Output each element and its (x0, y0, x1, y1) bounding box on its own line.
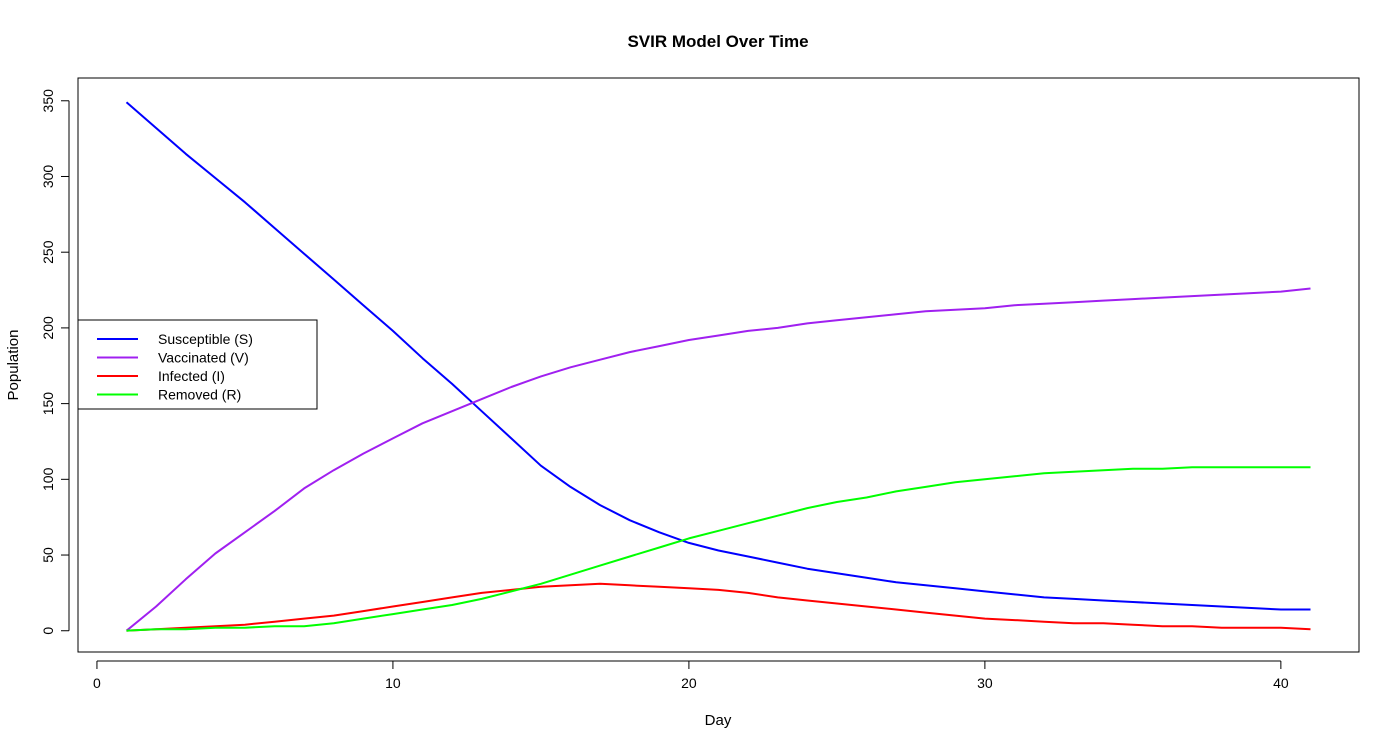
series-line-3 (126, 466, 1311, 632)
y-tick-label: 50 (40, 547, 56, 563)
series-layer (125, 101, 1311, 632)
legend: Susceptible (S) Vaccinated (V) Infected (I… (77, 319, 318, 410)
legend-label-3: Removed (R) (158, 387, 241, 403)
y-tick-label: 150 (40, 392, 56, 416)
legend-label-1: Vaccinated (V) (158, 350, 249, 366)
x-tick-label: 0 (93, 675, 101, 691)
y-tick-label: 350 (40, 89, 56, 113)
x-tick-label: 10 (385, 675, 401, 691)
series-line-2 (126, 582, 1311, 632)
chart-title: SVIR Model Over Time (627, 32, 808, 51)
x-tick-label: 20 (681, 675, 697, 691)
y-tick-label: 300 (40, 165, 56, 189)
y-tick-label: 100 (40, 467, 56, 491)
series-line-1 (125, 287, 1311, 632)
legend-label-0: Susceptible (S) (158, 331, 253, 347)
series-line-0 (125, 101, 1311, 611)
legend-label-2: Infected (I) (158, 368, 225, 384)
y-axis-label: Population (5, 330, 22, 401)
x-axis-label: Day (705, 712, 732, 729)
x-axis: 0 10 20 30 40 (93, 660, 1289, 691)
x-tick-label: 40 (1273, 675, 1289, 691)
x-tick-label: 30 (977, 675, 993, 691)
y-axis: 0 50 100 150 200 250 300 350 (40, 89, 70, 635)
y-tick-label: 0 (40, 627, 56, 635)
y-tick-label: 200 (40, 316, 56, 340)
y-tick-label: 250 (40, 240, 56, 264)
